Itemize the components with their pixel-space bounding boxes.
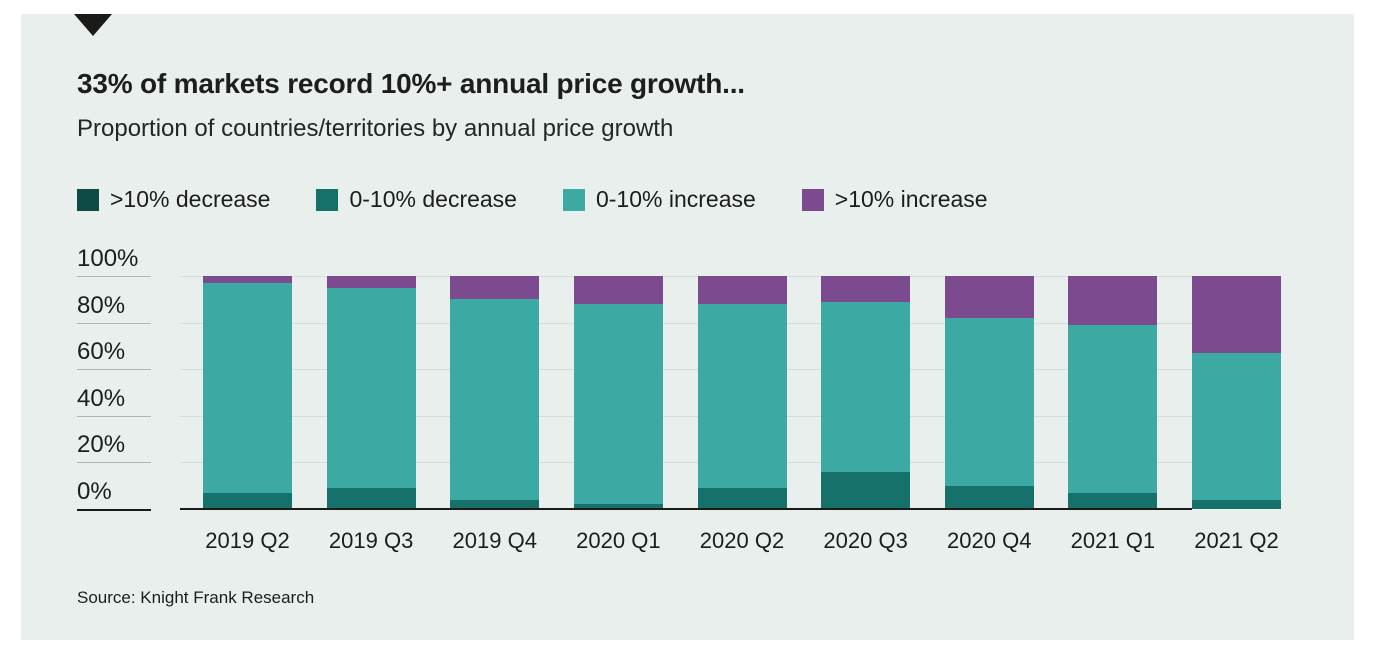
bar-2021-q2 [1192,276,1281,509]
chart-area: 100% 80% 60% 40% 20% 0% 2019 Q2 2019 Q3 2019 Q4… [21,14,1354,640]
legend-swatch-icon [562,188,585,211]
y-axis-label: 60% [77,338,126,366]
y-tick-line [77,509,151,511]
bar-segment [697,488,787,509]
x-axis-label: 2020 Q3 [823,528,908,553]
legend-swatch-icon [77,188,99,211]
bar-2020-q1 [573,276,663,509]
x-axis-label: 2019 Q4 [452,528,537,553]
bar-segment [697,303,787,489]
y-axis-label: 0% [77,478,112,505]
triangle-marker-icon [74,14,112,36]
y-axis-label: 40% [77,384,126,412]
legend: >10% decrease 0-10% decrease 0-10% increas… [77,186,988,213]
x-axis-label: 2021 Q1 [1070,528,1156,553]
bar-2019-q4 [450,276,540,509]
bar-segment [944,317,1034,486]
x-axis-label: 2020 Q2 [699,528,785,553]
y-tick-line [77,369,151,371]
bar-segment [326,488,416,509]
y-axis-label: 20% [77,431,126,459]
legend-label: >10% decrease [110,186,271,212]
bar-segment [573,303,663,505]
x-axis-label: 2019 Q3 [328,528,414,553]
bar-segment [1192,499,1281,509]
bar-2019-q2 [203,276,292,509]
bar-segment [326,276,416,288]
bar-2021-q1 [1068,276,1158,509]
legend-label: 0-10% decrease [349,186,517,212]
legend-swatch-icon [316,188,339,211]
bar-segment [203,283,292,493]
y-tick-line [77,462,151,464]
legend-label: 0-10% increase [595,186,756,212]
bar-segment [821,276,911,302]
bar-segment [450,276,540,300]
y-tick-line [77,415,151,417]
bars-container [180,276,1281,509]
bar-segment [573,276,663,304]
x-axis: 2019 Q2 2019 Q3 2019 Q4 2020 Q1 2020 Q2 2020 … [180,528,1281,554]
bar-segment [450,499,540,509]
chart-title: 33% of markets record 10%+ annual price … [77,68,745,99]
legend-item: 0-10% increase [562,186,756,213]
x-axis-label: 2020 Q4 [947,528,1032,553]
bar-segment [326,287,416,489]
bar-segment [1068,492,1158,509]
x-axis-label: 2021 Q2 [1194,528,1279,553]
bar-2020-q3 [821,276,911,509]
bar-segment [203,492,292,509]
bar-segment [1192,276,1281,353]
bar-segment [821,471,911,509]
chart-panel: 33% of markets record 10%+ annual price … [21,14,1354,640]
y-tick-line [77,276,151,277]
bar-2019-q3 [326,276,416,509]
bar-segment [821,301,911,472]
bar-segment [1192,352,1281,500]
legend-item: 0-10% decrease [316,186,517,213]
legend-item: >10% decrease [77,186,270,213]
bar-segment [573,504,663,509]
y-axis-label: 100% [77,245,139,272]
bar-2020-q2 [697,276,787,509]
x-axis-baseline [180,508,1192,510]
y-tick-line [77,322,151,324]
source-note: Source: Knight Frank Research [77,588,315,607]
legend-swatch-icon [801,188,824,211]
chart-subtitle: Proportion of countries/territories by a… [77,115,674,142]
bar-segment [1068,324,1158,493]
bar-segment [944,485,1034,509]
legend-label: >10% increase [834,186,988,212]
bar-2020-q4 [944,276,1034,509]
bar-segment [944,276,1034,318]
legend-item: >10% increase [801,186,988,213]
x-axis-label: 2020 Q1 [576,528,661,553]
bar-segment [1068,276,1158,325]
x-axis-label: 2019 Q2 [205,528,290,553]
bar-segment [450,299,540,500]
y-axis-label: 80% [77,291,126,319]
bar-segment [203,276,292,284]
plot-area [180,276,1281,510]
bar-segment [697,276,787,304]
